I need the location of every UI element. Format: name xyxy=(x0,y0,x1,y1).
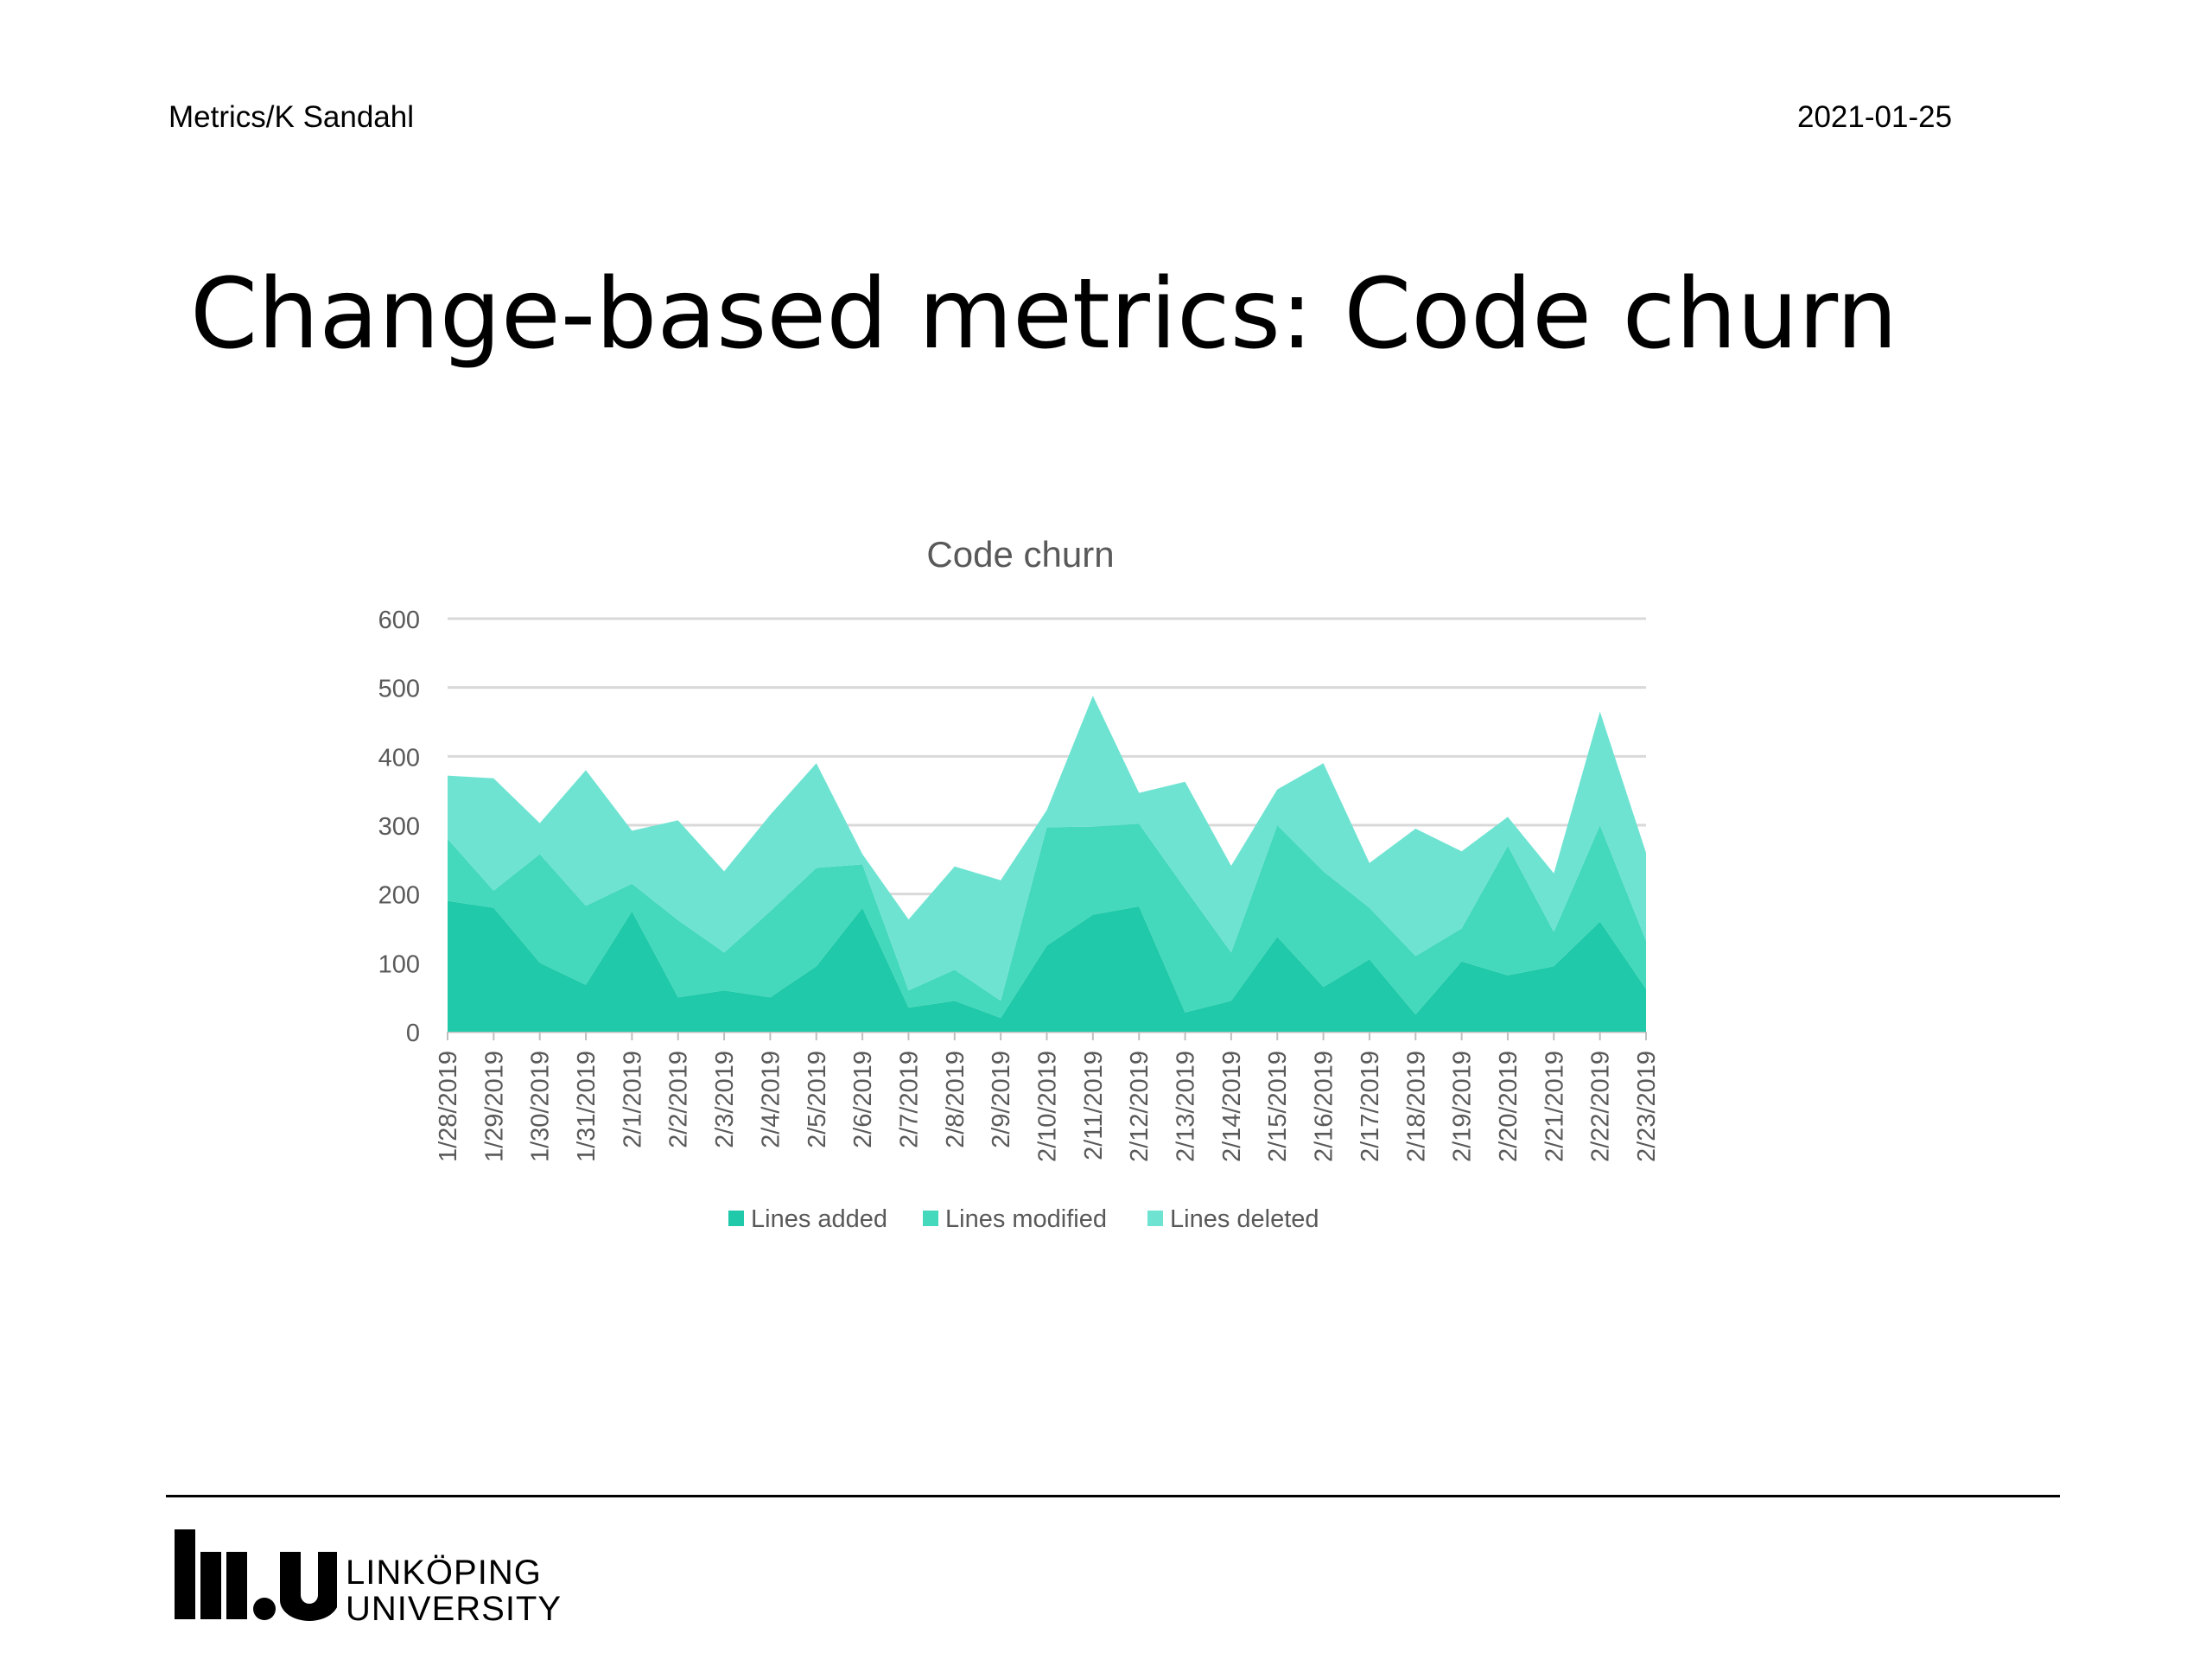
x-tick-label: 2/2/2019 xyxy=(665,1051,693,1148)
slide-title: Change-based metrics: Code churn xyxy=(190,258,1898,371)
x-tick-label: 2/12/2019 xyxy=(1126,1051,1154,1162)
x-tick-label: 2/20/2019 xyxy=(1495,1051,1522,1162)
x-tick-label: 2/7/2019 xyxy=(895,1051,923,1148)
x-tick-label: 2/19/2019 xyxy=(1449,1051,1477,1162)
legend-swatch-lines-modified xyxy=(923,1211,938,1226)
x-tick-label: 2/17/2019 xyxy=(1357,1051,1384,1162)
y-tick-label: 0 xyxy=(406,1020,420,1047)
logo-text-linkoping: LINKÖPING xyxy=(346,1554,542,1592)
x-tick-label: 1/30/2019 xyxy=(527,1051,555,1162)
x-tick-label: 2/16/2019 xyxy=(1311,1051,1338,1162)
x-tick-label: 2/3/2019 xyxy=(711,1051,739,1148)
x-tick-label: 2/8/2019 xyxy=(942,1051,969,1148)
y-tick-label: 300 xyxy=(378,813,420,841)
x-tick-label: 2/14/2019 xyxy=(1218,1051,1246,1162)
legend-swatch-lines-added xyxy=(728,1211,744,1226)
x-axis-ticks: 1/28/2019 1/29/2019 1/30/2019 1/31/2019 2/1/… xyxy=(435,1032,1661,1162)
plot-areas xyxy=(448,696,1646,1032)
legend-swatch-lines-deleted xyxy=(1147,1211,1163,1226)
x-tick-label: 2/10/2019 xyxy=(1034,1051,1062,1162)
y-tick-label: 400 xyxy=(378,744,420,772)
legend: Lines added Lines modified Lines deleted xyxy=(728,1205,1319,1233)
area-lines-deleted xyxy=(448,696,1646,1001)
y-tick-label: 600 xyxy=(378,607,420,634)
x-tick-label: 2/9/2019 xyxy=(988,1051,1015,1148)
y-tick-label: 500 xyxy=(378,676,420,703)
x-tick-label: 2/21/2019 xyxy=(1541,1051,1568,1162)
y-tick-label: 100 xyxy=(378,950,420,978)
x-tick-label: 2/22/2019 xyxy=(1587,1051,1615,1162)
x-tick-label: 1/29/2019 xyxy=(480,1051,508,1162)
area-lines-modified xyxy=(448,823,1646,1019)
legend-label-lines-deleted: Lines deleted xyxy=(1170,1205,1319,1233)
header-date: 2021-01-25 xyxy=(1797,100,1953,134)
legend-label-lines-modified: Lines modified xyxy=(945,1205,1107,1233)
footer-divider xyxy=(166,1495,2060,1497)
legend-label-lines-added: Lines added xyxy=(751,1205,887,1233)
x-tick-label: 1/28/2019 xyxy=(435,1051,462,1162)
y-tick-label: 200 xyxy=(378,882,420,910)
x-tick-label: 2/5/2019 xyxy=(804,1051,831,1148)
x-tick-label: 2/11/2019 xyxy=(1080,1051,1108,1160)
code-churn-chart: Code churn 0 100 200 300 400 500 600 1/28/2019… xyxy=(378,534,1661,1233)
area-lines-added xyxy=(448,900,1646,1032)
x-tick-label: 2/1/2019 xyxy=(619,1051,646,1148)
chart-title: Code churn xyxy=(926,534,1114,575)
y-axis-ticks: 0 100 200 300 400 500 600 xyxy=(378,607,420,1047)
x-tick-label: 2/23/2019 xyxy=(1633,1051,1661,1162)
x-tick-label: 1/31/2019 xyxy=(573,1051,601,1162)
x-tick-label: 2/18/2019 xyxy=(1402,1051,1430,1162)
x-tick-label: 2/13/2019 xyxy=(1173,1051,1200,1162)
x-tick-label: 2/15/2019 xyxy=(1264,1051,1292,1162)
logo-text-university: UNIVERSITY xyxy=(346,1590,563,1628)
x-tick-label: 2/6/2019 xyxy=(849,1051,877,1148)
header-author: Metrics/K Sandahl xyxy=(168,100,415,134)
liu-logo-icon xyxy=(175,1529,337,1621)
x-tick-label: 2/4/2019 xyxy=(757,1051,785,1148)
